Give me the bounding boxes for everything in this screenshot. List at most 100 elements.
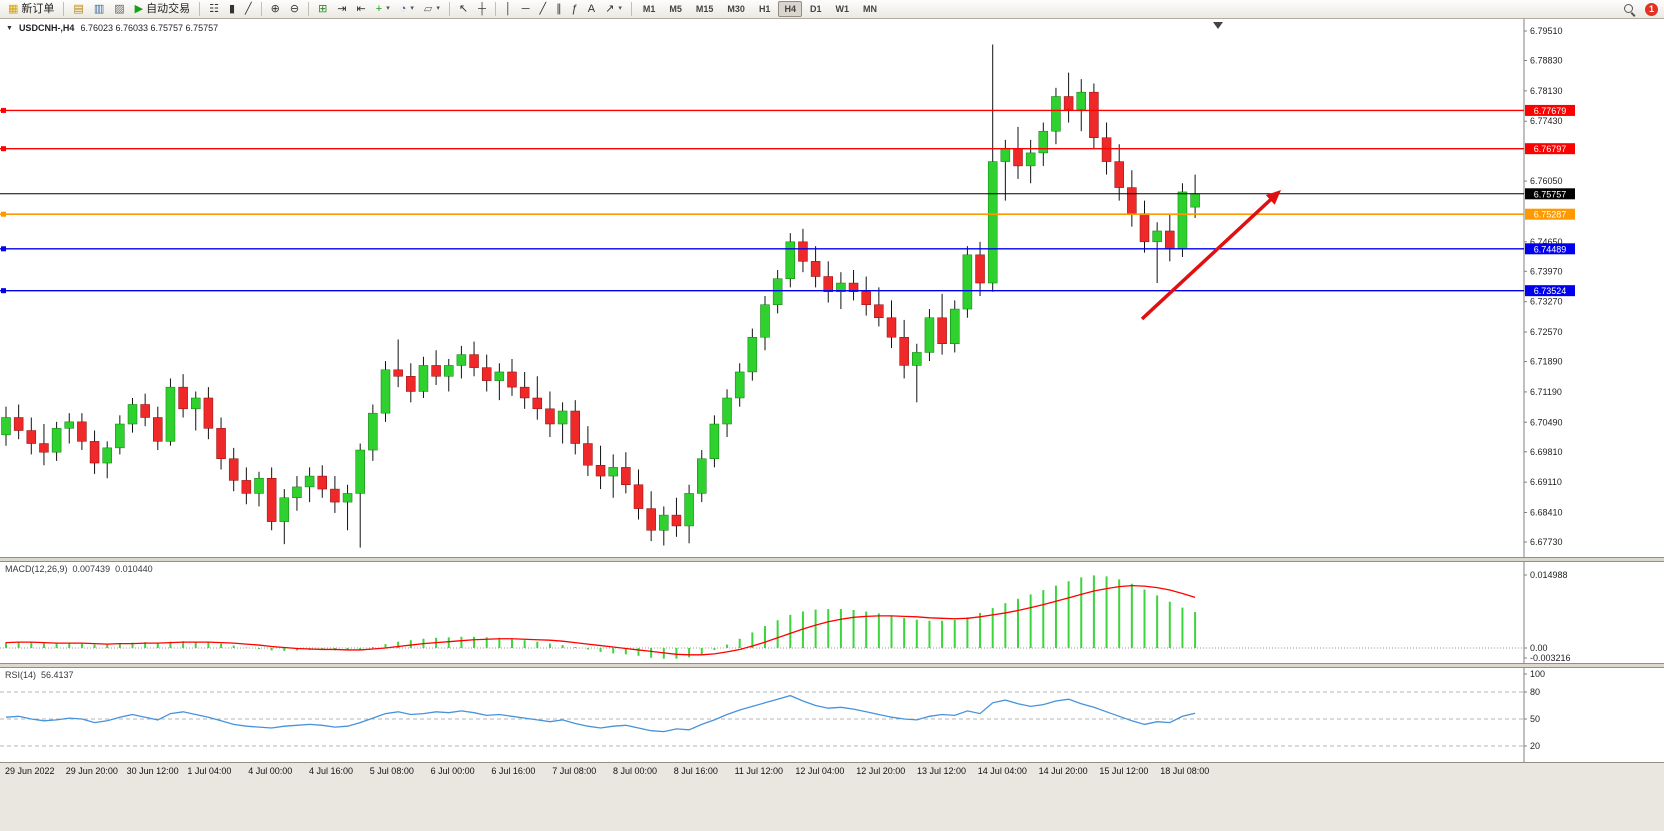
toolbar-separator — [448, 2, 450, 16]
timeframe-m15-button[interactable]: M15 — [690, 1, 720, 17]
vertical-line-icon[interactable]: │ — [501, 1, 516, 17]
line-anchor-handle[interactable] — [1, 146, 6, 152]
panel-separator[interactable] — [0, 663, 1664, 668]
bear-candle — [89, 441, 100, 464]
bull-candle — [785, 241, 796, 279]
horizontal-line-icon[interactable]: ─ — [518, 1, 534, 17]
macd-panel[interactable]: 0.014988 0.00 -0.003216 MACD(12,26,9) 0.007… — [0, 562, 1664, 663]
timeframe-h1-button[interactable]: H1 — [753, 1, 777, 17]
autotrading-button[interactable]: ▶ 自动交易 — [131, 1, 194, 17]
trendline-icon: ╱ — [539, 3, 547, 15]
line-anchor-handle[interactable] — [1, 107, 6, 113]
bear-candle — [874, 304, 884, 318]
time-tick-label: 14 Jul 20:00 — [1038, 766, 1088, 776]
bull-candle — [1051, 96, 1061, 132]
bear-candle — [570, 410, 580, 444]
text-label-icon[interactable]: A — [584, 1, 599, 17]
price-label-box — [1525, 104, 1575, 116]
line-chart-icon[interactable]: ╱ — [241, 1, 256, 17]
line-anchor-handle[interactable] — [1, 246, 6, 252]
line-anchor-handle[interactable] — [1, 288, 6, 294]
timeframe-m1-button[interactable]: M1 — [637, 1, 662, 17]
periods-icon[interactable]: ◔ ▾ — [396, 1, 418, 17]
rsi-line — [5, 694, 1196, 733]
timeframe-w1-button[interactable]: W1 — [829, 1, 855, 17]
main-chart-panel[interactable]: 6.79510 6.78830 6.78130 6.77430 6.76050 6.746… — [0, 19, 1664, 557]
time-axis[interactable]: 29 Jun 2022 29 Jun 20:00 30 Jun 12:00 1 Jul… — [0, 762, 1664, 779]
zoom-in-icon: ⊕ — [270, 3, 280, 15]
bull-candle — [115, 423, 125, 449]
trend-arrow[interactable] — [1140, 194, 1277, 321]
bull-candle — [1152, 230, 1162, 243]
equidistant-channel-icon[interactable]: ∥ — [552, 1, 566, 17]
bear-candle — [77, 421, 87, 442]
line-anchor-handle[interactable] — [1, 211, 6, 217]
templates-icon[interactable]: ▱ ▾ — [420, 1, 444, 17]
chevron-down-icon: ▾ — [436, 5, 440, 12]
timeframe-d1-button[interactable]: D1 — [804, 1, 828, 17]
arrows-tool-icon[interactable]: ↗ ▾ — [601, 1, 626, 17]
bull-candle — [102, 447, 112, 464]
bear-candle — [507, 371, 517, 388]
notification-badge[interactable]: 1 — [1645, 2, 1658, 16]
zoom-in-icon[interactable]: ⊕ — [267, 1, 284, 17]
bear-candle — [899, 337, 909, 366]
new-order-button[interactable]: ▦ 新订单 — [4, 1, 58, 17]
bull-candle — [127, 404, 138, 425]
fibonacci-icon[interactable]: ƒ — [568, 1, 582, 17]
price-label-box — [1525, 243, 1575, 255]
timeframe-m5-button[interactable]: M5 — [663, 1, 688, 17]
bear-candle — [848, 282, 859, 292]
profiles-icon[interactable]: ▥ — [90, 1, 108, 17]
autotrading-button: ▶ — [134, 3, 144, 15]
trendline-icon[interactable]: ╱ — [536, 1, 551, 17]
bear-candle — [1139, 213, 1150, 243]
data-window-icon[interactable]: ▨ — [110, 1, 128, 17]
bear-candle — [1165, 230, 1175, 249]
macd-chart: 0.014988 0.00-0.003216 — [0, 562, 1571, 663]
bear-candle — [469, 354, 479, 368]
chevron-down-icon: ▾ — [410, 5, 414, 12]
bull-candle — [684, 493, 694, 527]
timeframe-m30-button[interactable]: M30 — [721, 1, 751, 17]
trend-arrow-head[interactable] — [1265, 190, 1281, 205]
timeframe-h4-button[interactable]: H4 — [778, 1, 802, 17]
timeframe-mn-button[interactable]: MN — [857, 1, 883, 17]
bull-candle — [368, 412, 378, 451]
rsi-tick-label: 20 — [1530, 741, 1540, 751]
cursor-icon[interactable]: ↖ — [455, 1, 472, 17]
time-tick-label: 13 Jul 12:00 — [917, 766, 967, 776]
toolbar-separator — [630, 2, 632, 16]
bull-candle — [987, 161, 998, 284]
tile-windows-icon[interactable]: ⊞ — [314, 1, 331, 17]
time-tick-label: 12 Jul 20:00 — [856, 766, 906, 776]
templates-icon: ▱ — [423, 3, 433, 15]
search-icon[interactable] — [1622, 2, 1637, 17]
time-tick-label: 14 Jul 04:00 — [977, 766, 1027, 776]
crosshair-icon[interactable]: ┼ — [474, 1, 490, 17]
chart-menu-icon[interactable]: ▼ — [6, 24, 13, 32]
panel-separator[interactable] — [0, 557, 1664, 562]
bar-chart-icon[interactable]: ☷ — [205, 1, 223, 17]
crosshair-icon: ┼ — [478, 3, 486, 15]
bear-candle — [1101, 137, 1112, 162]
bull-candle — [950, 308, 960, 345]
chart-shift-icon[interactable]: ⇤ — [353, 1, 370, 17]
bull-candle — [304, 475, 315, 488]
bull-candle — [1025, 152, 1036, 167]
rsi-panel[interactable]: 100 80 50 20 RSI(14) 56.4137 — [0, 668, 1664, 762]
bull-candle — [836, 282, 846, 292]
indicators-icon[interactable]: + ▾ — [372, 1, 394, 17]
chart-window: 6.79510 6.78830 6.78130 6.77430 6.76050 6.746… — [0, 19, 1664, 831]
bull-candle — [697, 458, 707, 494]
zoom-out-icon: ⊖ — [289, 3, 300, 15]
auto-scroll-icon[interactable]: ⇥ — [333, 1, 350, 17]
candlestick-chart[interactable]: 6.79510 6.78830 6.78130 6.77430 6.76050 6.746… — [0, 19, 1664, 557]
zoom-out-icon[interactable]: ⊖ — [286, 1, 303, 17]
bear-candle — [13, 417, 24, 431]
bear-candle — [241, 480, 252, 494]
charts-icon[interactable]: ▤ — [69, 1, 87, 17]
bear-candle — [39, 443, 49, 453]
candlestick-chart-icon[interactable]: ▮ — [225, 1, 239, 17]
bull-candle — [355, 449, 365, 494]
